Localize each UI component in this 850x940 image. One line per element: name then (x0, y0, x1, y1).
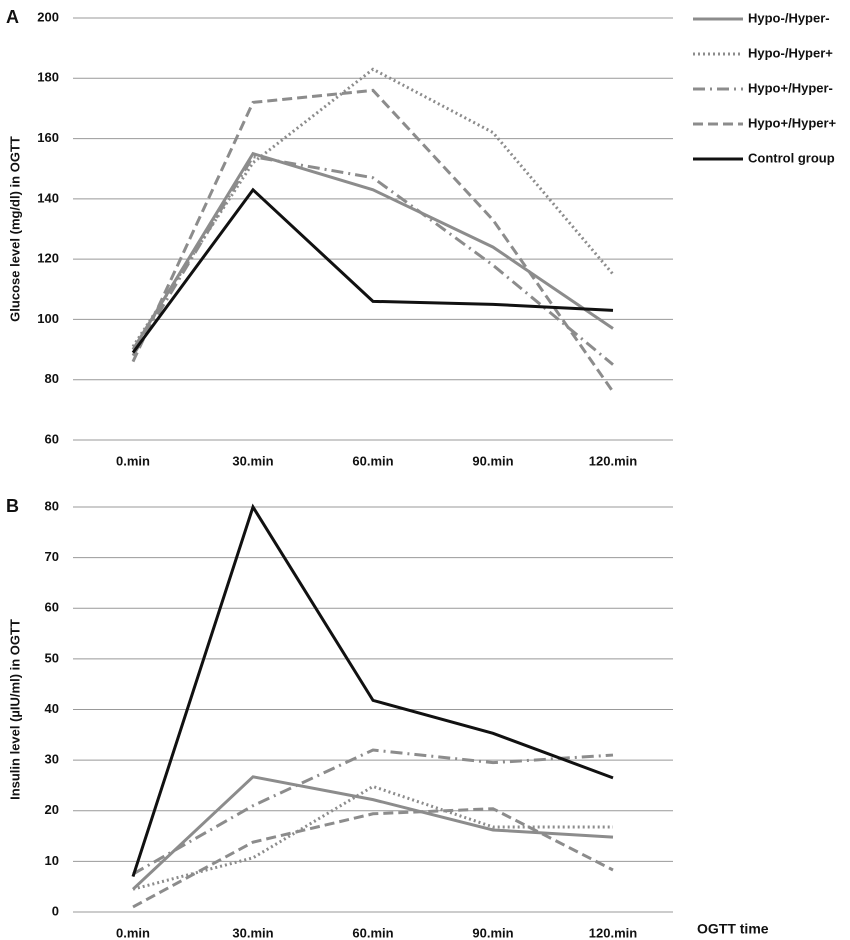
x-tick-label: 90.min (472, 925, 513, 940)
x-tick-label: 120.min (589, 453, 637, 468)
series-line (132, 807, 614, 909)
y-tick-label: 70 (45, 549, 59, 564)
y-tick-label: 60 (45, 600, 59, 615)
x-tick-label: 120.min (589, 925, 637, 940)
y-tick-label: 120 (37, 251, 59, 266)
panel-label: A (6, 7, 19, 27)
x-axis-label: OGTT time (697, 921, 769, 937)
series-line (131, 775, 614, 891)
panel-label: B (6, 496, 19, 516)
y-tick-label: 140 (37, 190, 59, 205)
series-line (132, 748, 614, 876)
series-line (132, 784, 613, 891)
y-axis-label: Glucose level (mg/dl) in OGTT (7, 136, 22, 322)
series-line (131, 155, 614, 366)
legend-label: Hypo+/Hyper+ (748, 115, 837, 130)
series-line (131, 151, 614, 351)
legend-label: Hypo-/Hyper+ (748, 45, 833, 60)
x-tick-label: 30.min (232, 453, 273, 468)
y-tick-label: 80 (45, 498, 59, 513)
y-tick-label: 160 (37, 130, 59, 145)
legend-label: Hypo-/Hyper- (748, 10, 830, 25)
x-tick-label: 0.min (116, 925, 150, 940)
y-tick-label: 50 (45, 650, 59, 665)
y-tick-label: 10 (45, 853, 59, 868)
y-tick-label: 0 (52, 903, 59, 918)
series-line (131, 503, 614, 878)
y-tick-label: 40 (45, 701, 59, 716)
legend-label: Hypo+/Hyper- (748, 80, 833, 95)
y-axis-label: Insulin level (µIU/ml) in OGTT (7, 619, 22, 800)
x-tick-label: 60.min (352, 925, 393, 940)
x-tick-label: 30.min (232, 925, 273, 940)
series-line (131, 88, 615, 393)
y-tick-label: 180 (37, 70, 59, 85)
x-tick-label: 0.min (116, 453, 150, 468)
y-tick-label: 80 (45, 371, 59, 386)
x-tick-label: 90.min (472, 453, 513, 468)
legend-label: Control group (748, 150, 835, 165)
y-tick-label: 100 (37, 311, 59, 326)
y-tick-label: 200 (37, 9, 59, 24)
x-tick-label: 60.min (352, 453, 393, 468)
y-tick-label: 30 (45, 752, 59, 767)
series-line (131, 187, 614, 354)
y-tick-label: 60 (45, 431, 59, 446)
y-tick-label: 20 (45, 802, 59, 817)
